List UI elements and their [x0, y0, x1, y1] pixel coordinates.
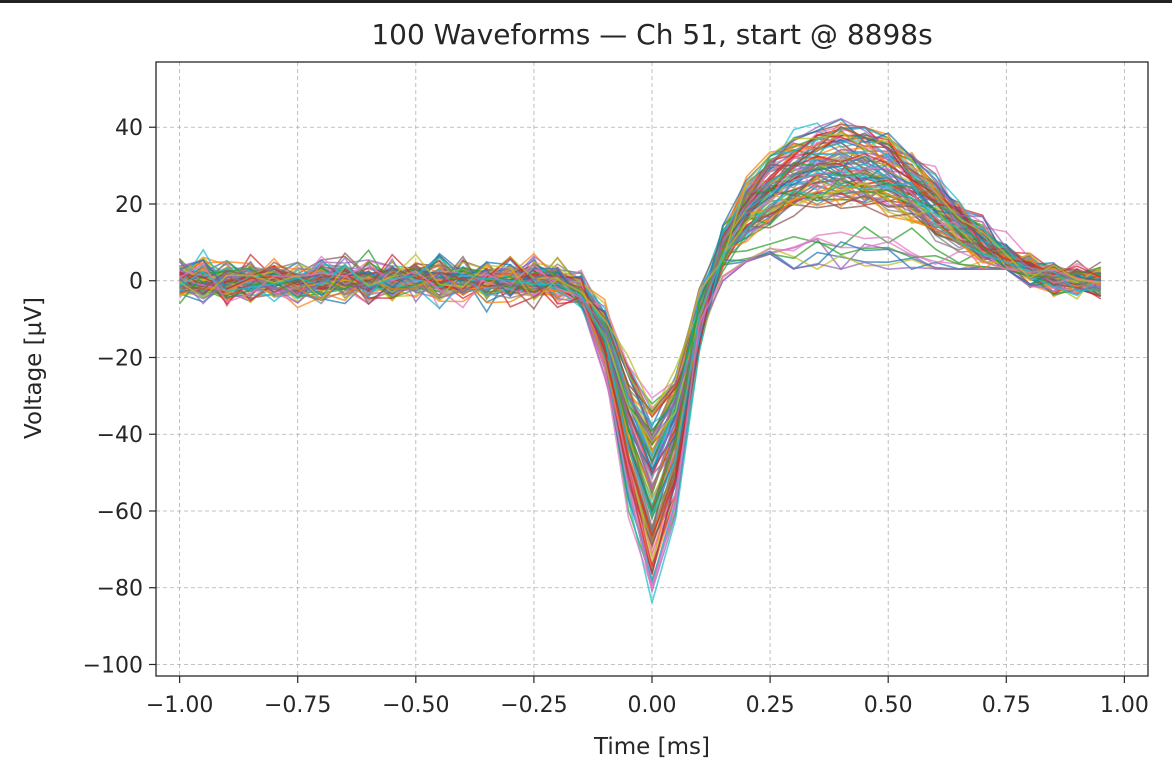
waveform-line	[179, 181, 1101, 519]
chart-title: 100 Waveforms — Ch 51, start @ 8898s	[371, 18, 932, 51]
x-axis-ticks: −1.00 −0.75 −0.50 −0.25 0.00 0.25 0.50 0.75 1.00	[146, 676, 1149, 718]
y-tick-label: 0	[129, 270, 143, 295]
x-tick-label: 0.75	[982, 693, 1031, 718]
x-tick-label: 0.50	[864, 693, 913, 718]
x-tick-label: −0.50	[382, 693, 449, 718]
y-tick-label: −60	[97, 500, 143, 525]
waveform-line	[179, 155, 1102, 535]
y-tick-label: −20	[97, 346, 143, 371]
x-axis-label: Time [ms]	[593, 734, 710, 760]
y-tick-label: −100	[83, 653, 143, 678]
y-axis-ticks: −100 −80 −60 −40 −20 0 20 40	[83, 116, 156, 678]
x-tick-label: 0.00	[628, 693, 677, 718]
waveform-line	[179, 117, 1101, 442]
waveform-line	[179, 164, 1102, 591]
y-tick-label: 40	[115, 116, 143, 141]
waveform-line	[179, 231, 1101, 590]
waveform-lines	[178, 117, 1102, 604]
waveform-line	[179, 132, 1101, 411]
x-tick-label: 1.00	[1100, 693, 1149, 718]
x-tick-label: −0.25	[500, 693, 567, 718]
y-tick-label: 20	[115, 193, 143, 218]
waveform-line	[179, 125, 1102, 413]
x-tick-label: −0.75	[264, 693, 331, 718]
x-tick-label: −1.00	[146, 693, 213, 718]
y-tick-label: −80	[97, 577, 143, 602]
y-tick-label: −40	[97, 423, 143, 448]
grid-lines	[156, 62, 1148, 676]
x-tick-label: 0.25	[746, 693, 795, 718]
top-border	[0, 0, 1172, 3]
y-axis-label: Voltage [µV]	[21, 297, 47, 439]
